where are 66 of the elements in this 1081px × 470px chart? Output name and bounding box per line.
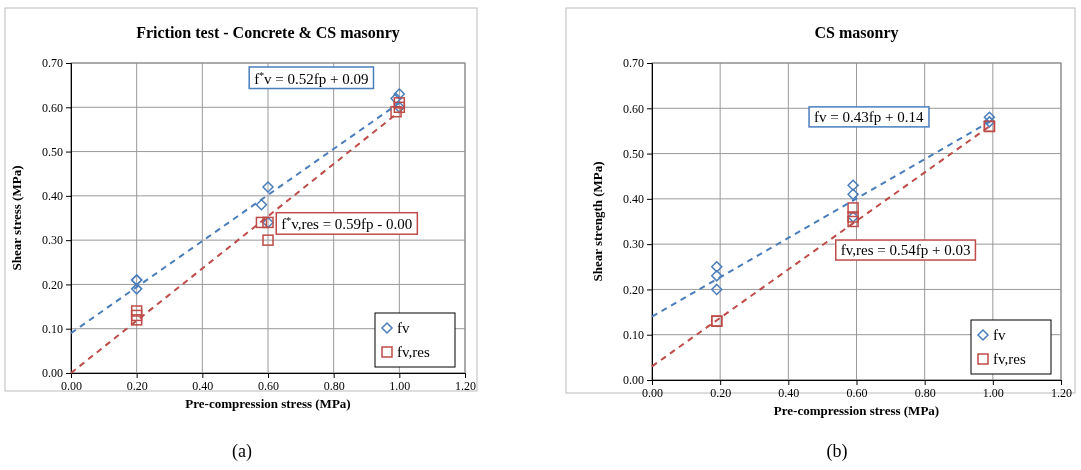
x-tick-label: 1.20: [455, 378, 476, 393]
x-tick-label: 1.20: [1051, 385, 1072, 400]
y-tick-label: 0.20: [623, 282, 644, 297]
point: [130, 314, 143, 326]
y-tick-label: 0.70: [623, 56, 644, 71]
y-tick-label: 0.50: [623, 146, 644, 161]
x-tick-label: 0.40: [192, 378, 214, 393]
point: [393, 97, 406, 109]
annotation: f$^{*}$v = 0.52fp + 0.09: [254, 69, 369, 87]
chart-title: CS masonry: [814, 24, 899, 42]
legend-label: fv: [993, 327, 1006, 343]
y-axis-title: Shear strength (MPa): [590, 161, 605, 282]
legend-label: fv: [397, 320, 410, 336]
point: [390, 105, 402, 118]
point: [847, 179, 859, 192]
text: (b): [826, 441, 848, 462]
point: [262, 234, 274, 246]
legend-label: fv,res: [397, 344, 430, 360]
y-tick-label: 0.40: [42, 189, 63, 204]
x-axis-title: Pre-compression stress (MPa): [185, 396, 351, 411]
annotation: f$^{*}$v,res = 0.59fp - 0.00: [281, 214, 413, 233]
x-tick-label: 0.20: [126, 378, 148, 393]
point: [711, 270, 723, 282]
x-tick-label: 0.60: [846, 385, 868, 400]
point: [390, 92, 402, 105]
point: [847, 202, 859, 214]
point: [711, 261, 723, 273]
y-axis-title: Shear stress (MPa): [9, 165, 24, 271]
y-tick-label: 0.10: [623, 328, 644, 343]
x-tick-label: 0.20: [710, 385, 732, 400]
text: (a): [232, 441, 252, 462]
point: [393, 88, 406, 100]
point: [130, 309, 143, 322]
point: [711, 283, 723, 296]
point: [130, 283, 143, 295]
x-tick-label: 1.00: [982, 385, 1004, 400]
point: [983, 111, 996, 124]
annotation: fv = 0.43fp + 0.14: [814, 108, 924, 125]
y-tick-label: 0.40: [623, 192, 644, 207]
y-tick-label: 0.30: [42, 233, 63, 248]
point: [847, 215, 859, 228]
annotation: fv,res = 0.54fp + 0.03: [840, 242, 971, 259]
y-tick-label: 0.60: [42, 100, 63, 115]
x-tick-label: 0.80: [323, 378, 345, 393]
x-tick-label: 0.60: [258, 378, 279, 393]
y-tick-label: 0.00: [42, 366, 63, 381]
point: [255, 198, 268, 211]
legend-label: fv,res: [993, 351, 1026, 367]
x-tick-label: 0.40: [778, 385, 800, 400]
y-tick-label: 0.30: [623, 237, 644, 252]
x-tick-label: 1.00: [389, 378, 411, 393]
y-tick-label: 0.70: [42, 56, 63, 71]
point: [130, 305, 143, 317]
y-tick-label: 0.10: [42, 322, 63, 337]
x-tick-label: 0.80: [914, 385, 936, 400]
x-tick-label: 0.00: [61, 378, 82, 393]
point: [983, 116, 996, 128]
point: [262, 181, 274, 193]
chart-title: Friction test - Concrete & CS masonry: [136, 24, 400, 42]
y-tick-label: 0.50: [42, 144, 63, 159]
point: [847, 188, 859, 201]
x-axis-title: Pre-compression stress (MPa): [773, 403, 940, 418]
point: [255, 216, 268, 229]
x-tick-label: 0.00: [642, 385, 663, 400]
y-tick-label: 0.20: [42, 277, 63, 292]
y-tick-label: 0.60: [623, 101, 644, 116]
